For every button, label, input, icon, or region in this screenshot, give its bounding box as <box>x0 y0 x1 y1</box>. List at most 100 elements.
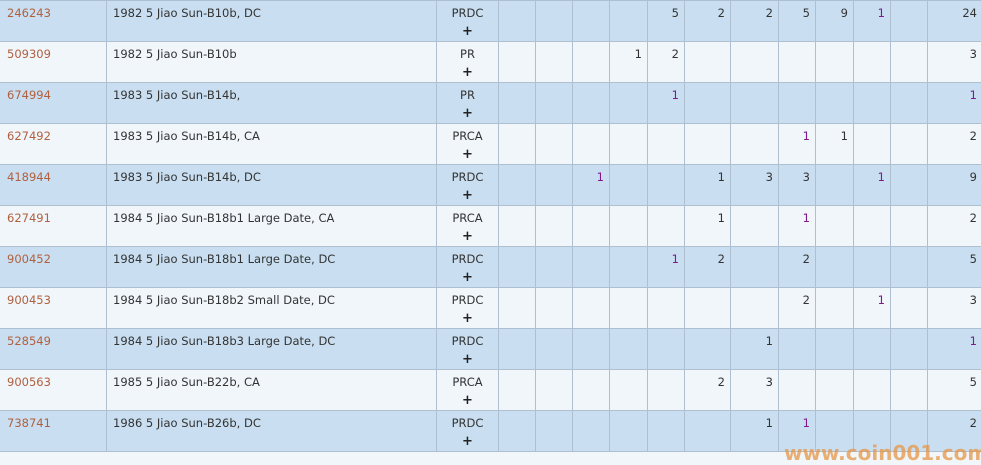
cert-id-cell: 900563 <box>0 369 107 411</box>
grade-count-cell <box>498 287 536 329</box>
count-value[interactable]: 1 <box>765 334 773 348</box>
count-value <box>816 165 853 170</box>
count-value[interactable]: 2 <box>969 416 977 430</box>
count-value <box>610 83 647 88</box>
grade-count-cell <box>535 369 573 411</box>
cert-id-link[interactable]: 627492 <box>7 129 51 143</box>
count-value[interactable]: 1 <box>969 88 977 102</box>
count-value[interactable]: 1 <box>596 170 604 184</box>
grade-count-cell <box>853 328 891 370</box>
grade-count-cell <box>609 0 648 42</box>
plus-icon[interactable]: + <box>462 270 473 285</box>
cert-id-link[interactable]: 900452 <box>7 252 51 266</box>
count-value[interactable]: 2 <box>671 47 679 61</box>
plus-icon[interactable]: + <box>462 311 473 326</box>
count-value[interactable]: 2 <box>802 293 810 307</box>
count-value[interactable]: 1 <box>969 334 977 348</box>
count-value[interactable]: 2 <box>802 252 810 266</box>
cert-id-link[interactable]: 528549 <box>7 334 51 348</box>
cert-id-link[interactable]: 900563 <box>7 375 51 389</box>
cert-id-link[interactable]: 246243 <box>7 6 51 20</box>
table-row: 674994 1983 5 Jiao Sun-B14b, PR +1 1 <box>0 82 981 124</box>
count-value[interactable]: 1 <box>802 211 810 225</box>
grade-count-cell: 1 <box>778 205 816 247</box>
count-value[interactable]: 5 <box>802 6 810 20</box>
count-value <box>648 370 684 375</box>
count-value[interactable]: 2 <box>717 252 725 266</box>
count-value[interactable]: 3 <box>765 170 773 184</box>
count-value[interactable]: 3 <box>802 170 810 184</box>
grade-count-cell <box>572 410 610 452</box>
grade-count-cell: 2 <box>778 287 816 329</box>
count-value <box>891 247 927 252</box>
count-value[interactable]: 2 <box>969 129 977 143</box>
grade-count-cell <box>498 246 536 288</box>
plus-icon[interactable]: + <box>462 24 473 39</box>
grade-count-cell <box>778 82 816 124</box>
count-value <box>891 83 927 88</box>
grade-count-cell: 1 <box>730 328 779 370</box>
plus-icon[interactable]: + <box>462 434 473 449</box>
total-cell: 1 <box>927 82 981 124</box>
count-value <box>779 370 815 375</box>
coin-description: 1985 5 Jiao Sun-B22b, CA <box>113 375 260 389</box>
count-value[interactable]: 3 <box>765 375 773 389</box>
count-value[interactable]: 1 <box>634 47 642 61</box>
count-value[interactable]: 5 <box>969 252 977 266</box>
count-value[interactable]: 2 <box>717 6 725 20</box>
count-value <box>648 206 684 211</box>
grade-count-cell <box>853 246 891 288</box>
plus-icon[interactable]: + <box>462 352 473 367</box>
count-value[interactable]: 9 <box>969 170 977 184</box>
count-value <box>573 83 609 88</box>
cert-id-link[interactable]: 738741 <box>7 416 51 430</box>
count-value[interactable]: 1 <box>802 129 810 143</box>
cert-id-link[interactable]: 509309 <box>7 47 51 61</box>
plus-icon[interactable]: + <box>462 393 473 408</box>
designation-cell: PRCA + <box>436 369 499 411</box>
count-value[interactable]: 2 <box>969 211 977 225</box>
count-value[interactable]: 1 <box>717 211 725 225</box>
count-value[interactable]: 3 <box>969 47 977 61</box>
coin-description: 1986 5 Jiao Sun-B26b, DC <box>113 416 261 430</box>
grade-count-cell <box>730 82 779 124</box>
table-row: 246243 1982 5 Jiao Sun-B10b, DC PRDC +5 2 2 5 9… <box>0 0 981 42</box>
grade-count-cell <box>815 246 854 288</box>
count-value[interactable]: 1 <box>671 88 679 102</box>
grade-count-cell <box>572 246 610 288</box>
count-value[interactable]: 24 <box>962 6 977 20</box>
count-value[interactable]: 5 <box>969 375 977 389</box>
count-value[interactable]: 1 <box>802 416 810 430</box>
count-value[interactable]: 1 <box>877 293 885 307</box>
count-value[interactable]: 1 <box>717 170 725 184</box>
count-value <box>499 124 535 129</box>
grade-count-cell: 1 <box>647 246 685 288</box>
count-value[interactable]: 2 <box>765 6 773 20</box>
cert-id-link[interactable]: 674994 <box>7 88 51 102</box>
count-value <box>854 206 890 211</box>
plus-icon[interactable]: + <box>462 106 473 121</box>
count-value[interactable]: 5 <box>671 6 679 20</box>
plus-icon[interactable]: + <box>462 147 473 162</box>
plus-icon[interactable]: + <box>462 229 473 244</box>
count-value <box>610 165 647 170</box>
count-value <box>536 329 572 334</box>
count-value[interactable]: 9 <box>840 6 848 20</box>
grade-count-cell <box>535 328 573 370</box>
cert-id-link[interactable]: 627491 <box>7 211 51 225</box>
plus-icon[interactable]: + <box>462 65 473 80</box>
grade-count-cell <box>853 410 891 452</box>
count-value[interactable]: 1 <box>671 252 679 266</box>
table-row: 418944 1983 5 Jiao Sun-B14b, DC PRDC +1 1 3 3 1… <box>0 164 981 206</box>
count-value[interactable]: 3 <box>969 293 977 307</box>
count-value[interactable]: 2 <box>717 375 725 389</box>
plus-icon[interactable]: + <box>462 188 473 203</box>
description-cell: 1982 5 Jiao Sun-B10b <box>106 41 437 83</box>
count-value[interactable]: 1 <box>877 170 885 184</box>
count-value[interactable]: 1 <box>840 129 848 143</box>
count-value[interactable]: 1 <box>765 416 773 430</box>
cert-id-link[interactable]: 900453 <box>7 293 51 307</box>
count-value <box>610 206 647 211</box>
cert-id-link[interactable]: 418944 <box>7 170 51 184</box>
count-value[interactable]: 1 <box>877 6 885 20</box>
